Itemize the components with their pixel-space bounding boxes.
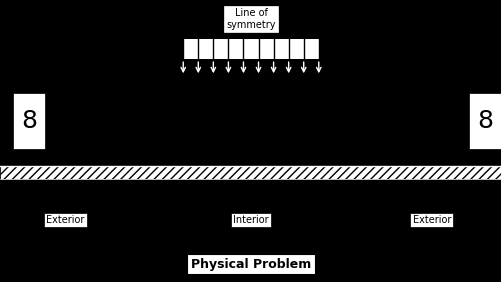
Bar [0, 166, 501, 179]
Text: 8: 8 [21, 109, 37, 133]
Text: Line of
symmetry: Line of symmetry [226, 8, 275, 30]
Text: Exterior: Exterior [46, 215, 84, 225]
Text: Interior: Interior [233, 215, 268, 225]
Text: 8: 8 [477, 109, 492, 133]
Bar [468, 93, 501, 149]
Text: Physical Problem: Physical Problem [190, 258, 311, 271]
Bar [13, 93, 45, 149]
Text: Exterior: Exterior [412, 215, 450, 225]
Bar [183, 39, 318, 59]
